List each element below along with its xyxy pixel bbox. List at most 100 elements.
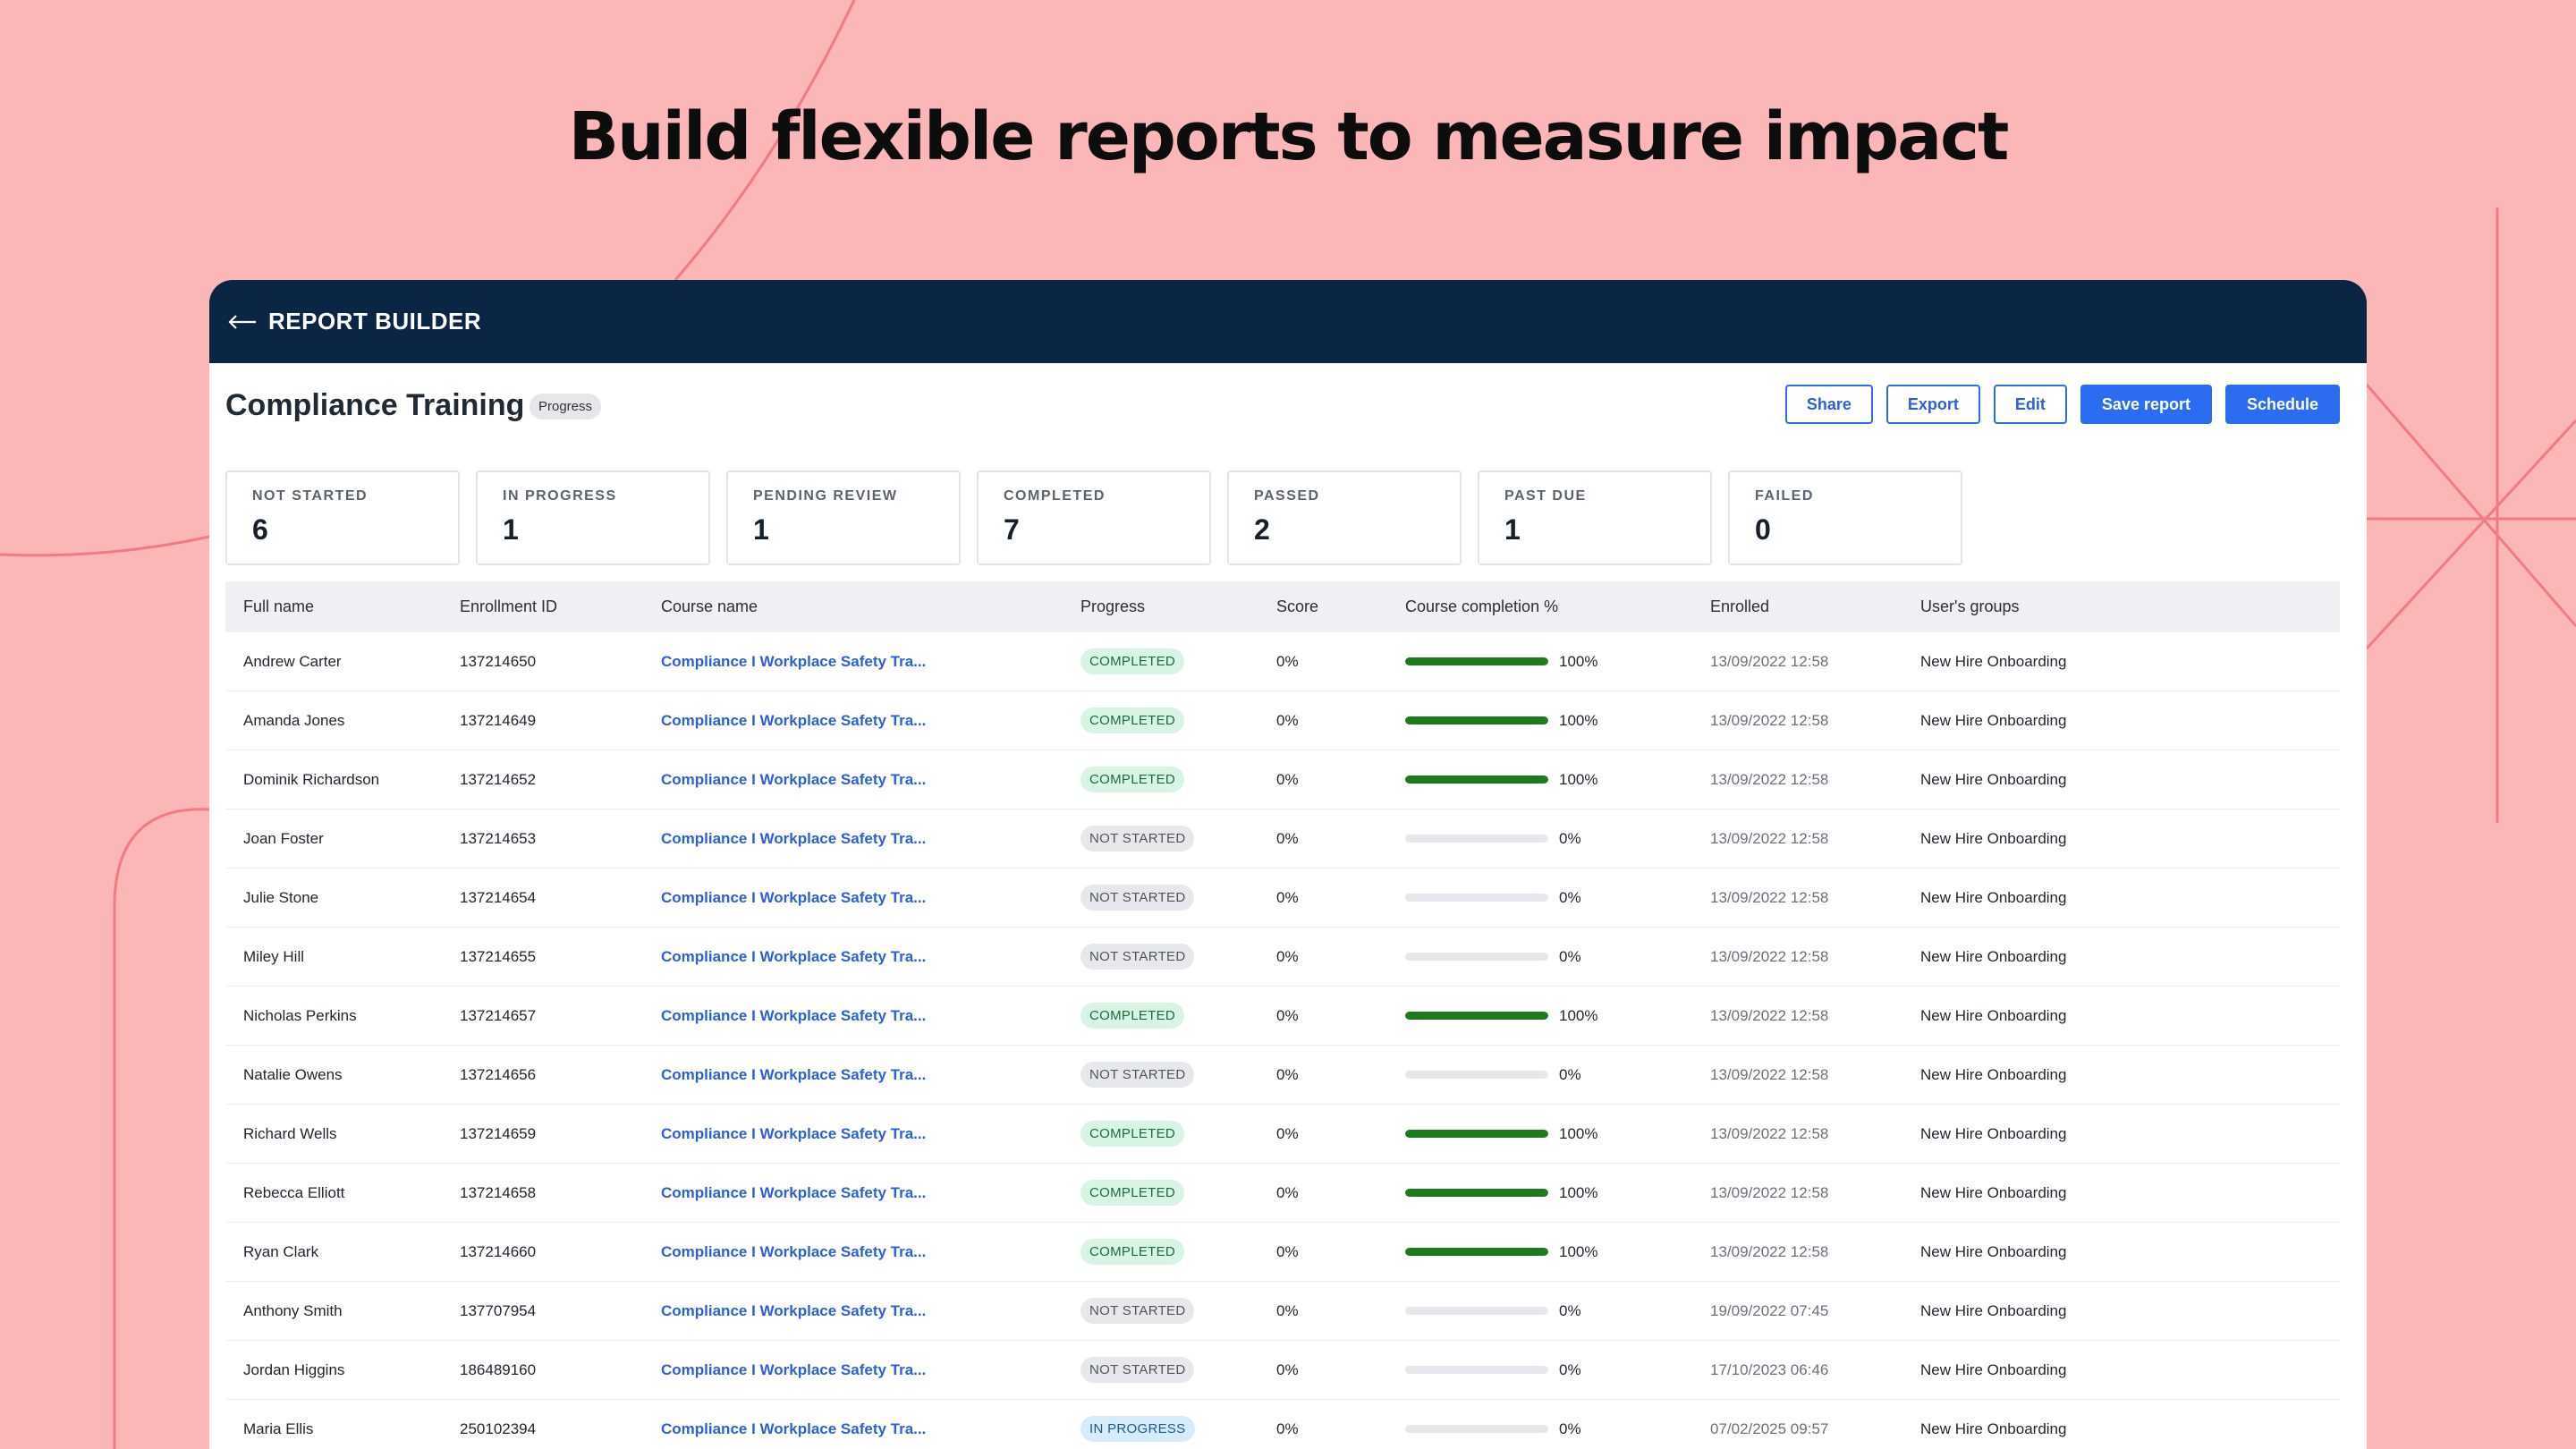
course-link[interactable]: Compliance I Workplace Safety Tra... bbox=[661, 652, 927, 670]
table-row[interactable]: Natalie Owens 137214656 Compliance I Workp… bbox=[225, 1046, 2340, 1105]
cell-full-name: Anthony Smith bbox=[243, 1301, 343, 1319]
table-row[interactable]: Ryan Clark 137214660 Compliance I Workplac… bbox=[225, 1223, 2340, 1282]
stat-value: 1 bbox=[503, 513, 519, 546]
completion-bar bbox=[1405, 716, 1548, 724]
cell-enrollment-id: 137214653 bbox=[460, 829, 537, 847]
cell-enrollment-id: 137214650 bbox=[460, 652, 537, 670]
progress-status-badge: COMPLETED bbox=[1080, 1003, 1185, 1029]
completion-percent: 0% bbox=[1559, 1065, 1581, 1083]
table-row[interactable]: Andrew Carter 137214650 Compliance I Workp… bbox=[225, 632, 2340, 691]
table-row[interactable]: Amanda Jones 137214649 Compliance I Workpl… bbox=[225, 691, 2340, 750]
stat-card-passed[interactable]: PASSED 2 bbox=[1227, 470, 1462, 565]
edit-button[interactable]: Edit bbox=[1993, 385, 2067, 424]
table-row[interactable]: Miley Hill 137214655 Compliance I Workplac… bbox=[225, 928, 2340, 987]
stat-value: 1 bbox=[753, 513, 769, 546]
completion-bar bbox=[1405, 1071, 1548, 1079]
stat-card-failed[interactable]: FAILED 0 bbox=[1728, 470, 1962, 565]
progress-status-badge: NOT STARTED bbox=[1080, 944, 1195, 970]
course-link[interactable]: Compliance I Workplace Safety Tra... bbox=[661, 1124, 927, 1142]
cell-groups: New Hire Onboarding bbox=[1920, 1419, 2067, 1437]
cell-score: 0% bbox=[1276, 770, 1299, 788]
cell-full-name: Andrew Carter bbox=[243, 652, 342, 670]
completion-bar-fill bbox=[1405, 657, 1548, 665]
table-row[interactable]: Dominik Richardson 137214652 Compliance I … bbox=[225, 750, 2340, 809]
column-header-groups[interactable]: User's groups bbox=[1920, 597, 2020, 615]
stat-cards: NOT STARTED 6 IN PROGRESS 1 PENDING REVI… bbox=[225, 470, 1962, 565]
completion-bar-fill bbox=[1405, 1012, 1548, 1020]
table-row[interactable]: Richard Wells 137214659 Compliance I Workp… bbox=[225, 1105, 2340, 1164]
column-header-progress[interactable]: Progress bbox=[1080, 597, 1146, 615]
cell-enrolled: 13/09/2022 12:58 bbox=[1710, 711, 1829, 729]
cell-score: 0% bbox=[1276, 1065, 1299, 1083]
stat-value: 0 bbox=[1755, 513, 1771, 546]
stat-card-not-started[interactable]: NOT STARTED 6 bbox=[225, 470, 460, 565]
cell-full-name: Richard Wells bbox=[243, 1124, 337, 1142]
completion-bar bbox=[1405, 835, 1548, 843]
stat-value: 6 bbox=[252, 513, 268, 546]
course-link[interactable]: Compliance I Workplace Safety Tra... bbox=[661, 1242, 927, 1260]
course-link[interactable]: Compliance I Workplace Safety Tra... bbox=[661, 1419, 927, 1437]
cell-enrolled: 07/02/2025 09:57 bbox=[1710, 1419, 1829, 1437]
column-header-completion[interactable]: Course completion % bbox=[1405, 597, 1559, 615]
stat-card-in-progress[interactable]: IN PROGRESS 1 bbox=[476, 470, 710, 565]
column-header-enrollment-id[interactable]: Enrollment ID bbox=[460, 597, 558, 615]
completion-percent: 100% bbox=[1559, 770, 1598, 788]
topbar-title: REPORT BUILDER bbox=[268, 308, 482, 335]
table-row[interactable]: Joan Foster 137214653 Compliance I Workpla… bbox=[225, 809, 2340, 869]
column-header-course-name[interactable]: Course name bbox=[661, 597, 758, 615]
column-header-full-name[interactable]: Full name bbox=[243, 597, 315, 615]
progress-status-badge: NOT STARTED bbox=[1080, 826, 1195, 852]
course-link[interactable]: Compliance I Workplace Safety Tra... bbox=[661, 1065, 927, 1083]
completion-percent: 100% bbox=[1559, 1242, 1598, 1260]
table-row[interactable]: Nicholas Perkins 137214657 Compliance I Wo… bbox=[225, 987, 2340, 1046]
table-row[interactable]: Rebecca Elliott 137214658 Compliance I Wor… bbox=[225, 1164, 2340, 1223]
stat-card-completed[interactable]: COMPLETED 7 bbox=[977, 470, 1211, 565]
course-link[interactable]: Compliance I Workplace Safety Tra... bbox=[661, 947, 927, 965]
schedule-button[interactable]: Schedule bbox=[2224, 385, 2340, 424]
course-link[interactable]: Compliance I Workplace Safety Tra... bbox=[661, 829, 927, 847]
stat-card-pending-review[interactable]: PENDING REVIEW 1 bbox=[726, 470, 961, 565]
stat-label: PASSED bbox=[1254, 488, 1320, 504]
arrow-left-icon[interactable] bbox=[227, 312, 258, 332]
table-row[interactable]: Maria Ellis 250102394 Compliance I Workpla… bbox=[225, 1400, 2340, 1449]
cell-enrollment-id: 137214654 bbox=[460, 888, 537, 906]
export-button[interactable]: Export bbox=[1885, 385, 1980, 424]
cell-full-name: Joan Foster bbox=[243, 829, 324, 847]
completion-percent: 0% bbox=[1559, 1301, 1581, 1319]
completion-bar-fill bbox=[1405, 716, 1548, 724]
table-header: Full name Enrollment ID Course name Prog… bbox=[225, 581, 2340, 632]
cell-enrolled: 13/09/2022 12:58 bbox=[1710, 1183, 1829, 1201]
completion-bar-fill bbox=[1405, 1248, 1548, 1256]
course-link[interactable]: Compliance I Workplace Safety Tra... bbox=[661, 1183, 927, 1201]
column-header-score[interactable]: Score bbox=[1276, 597, 1319, 615]
course-link[interactable]: Compliance I Workplace Safety Tra... bbox=[661, 888, 927, 906]
course-link[interactable]: Compliance I Workplace Safety Tra... bbox=[661, 1360, 927, 1378]
cell-groups: New Hire Onboarding bbox=[1920, 1301, 2067, 1319]
progress-status-badge: COMPLETED bbox=[1080, 648, 1185, 674]
cell-score: 0% bbox=[1276, 1183, 1299, 1201]
cell-full-name: Natalie Owens bbox=[243, 1065, 343, 1083]
completion-bar bbox=[1405, 1012, 1548, 1020]
cell-enrolled: 13/09/2022 12:58 bbox=[1710, 652, 1829, 670]
stat-card-past-due[interactable]: PAST DUE 1 bbox=[1478, 470, 1712, 565]
progress-status-badge: COMPLETED bbox=[1080, 708, 1185, 733]
table-row[interactable]: Julie Stone 137214654 Compliance I Workpla… bbox=[225, 869, 2340, 928]
cell-enrollment-id: 137214656 bbox=[460, 1065, 537, 1083]
course-link[interactable]: Compliance I Workplace Safety Tra... bbox=[661, 1006, 927, 1024]
course-link[interactable]: Compliance I Workplace Safety Tra... bbox=[661, 1301, 927, 1319]
course-link[interactable]: Compliance I Workplace Safety Tra... bbox=[661, 770, 927, 788]
table-row[interactable]: Jordan Higgins 186489160 Compliance I Work… bbox=[225, 1341, 2340, 1400]
stat-label: IN PROGRESS bbox=[503, 488, 617, 504]
save-report-button[interactable]: Save report bbox=[2080, 385, 2212, 424]
column-header-enrolled[interactable]: Enrolled bbox=[1710, 597, 1770, 615]
progress-status-badge: NOT STARTED bbox=[1080, 1298, 1195, 1324]
table-row[interactable]: Anthony Smith 137707954 Compliance I Workp… bbox=[225, 1282, 2340, 1341]
completion-bar-fill bbox=[1405, 1189, 1548, 1197]
cell-score: 0% bbox=[1276, 1360, 1299, 1378]
completion-bar bbox=[1405, 1130, 1548, 1138]
completion-percent: 0% bbox=[1559, 829, 1581, 847]
share-button[interactable]: Share bbox=[1784, 385, 1873, 424]
topbar: REPORT BUILDER bbox=[209, 280, 2367, 363]
cell-enrollment-id: 137214649 bbox=[460, 711, 537, 729]
course-link[interactable]: Compliance I Workplace Safety Tra... bbox=[661, 711, 927, 729]
